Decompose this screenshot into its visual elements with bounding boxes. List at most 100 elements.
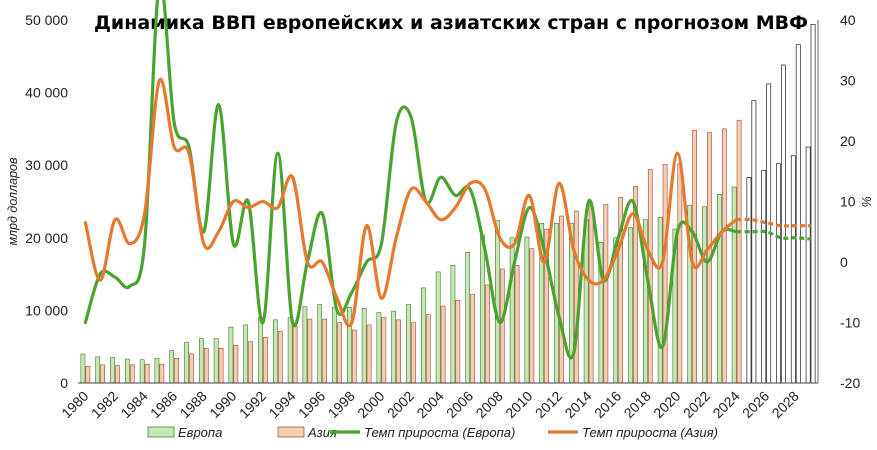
bar-europe [154, 358, 160, 384]
bar-europe [776, 163, 781, 384]
growth-line-asia [83, 77, 739, 327]
bar-europe [628, 227, 633, 384]
bar-europe [302, 306, 308, 384]
y-tick-left: 10 000 [25, 302, 68, 318]
bar-asia [100, 364, 105, 384]
bar-europe [761, 169, 767, 384]
bar-asia [115, 365, 120, 384]
growth-line-europe [83, 0, 739, 360]
line-series [83, 0, 811, 360]
bar-series [80, 24, 816, 384]
legend-swatch [277, 426, 305, 438]
legend-label: Темп прироста (Азия) [582, 425, 718, 440]
x-tick-label: 2006 [443, 388, 476, 421]
bar-europe [287, 317, 293, 384]
x-tick-label: 2018 [621, 388, 654, 421]
y-tick-right: 30 [840, 73, 856, 89]
y-tick-left: 50 000 [25, 12, 68, 28]
legend-label: Темп прироста (Европа) [364, 425, 515, 440]
bar-asia [781, 64, 786, 384]
bar-europe [361, 307, 367, 384]
bar-asia [810, 24, 816, 384]
bar-asia [277, 331, 283, 384]
bar-asia [721, 128, 727, 384]
x-tick-label: 1998 [325, 388, 358, 421]
bar-europe [731, 186, 737, 384]
x-tick-label: 2028 [769, 388, 802, 421]
bar-asia [440, 305, 446, 384]
bar-europe [243, 324, 249, 384]
bar-asia [129, 364, 135, 384]
bar-asia [485, 284, 490, 384]
bar-europe [465, 252, 471, 384]
x-tick-label: 1980 [58, 388, 91, 421]
bar-asia [677, 163, 683, 384]
bar-asia [425, 314, 431, 384]
chart-title: Динамика ВВП европейских и азиатских стр… [94, 12, 808, 34]
bar-europe [199, 338, 204, 384]
bar-asia [470, 294, 475, 384]
bar-asia [573, 210, 579, 384]
bar-europe [139, 359, 145, 384]
y-tick-right: 0 [840, 254, 848, 270]
bar-asia [736, 119, 742, 384]
y-axis-label-right: % [859, 196, 873, 207]
bar-europe [80, 353, 86, 384]
y-tick-left: 0 [60, 375, 68, 391]
bar-asia [514, 265, 520, 384]
x-tick-label: 2016 [591, 388, 624, 421]
bar-asia [292, 326, 298, 384]
bar-asia [411, 322, 416, 384]
x-tick-label: 2024 [709, 388, 742, 421]
legend-label: Европа [178, 425, 222, 440]
bar-europe [450, 265, 456, 384]
bar-europe [332, 307, 337, 384]
bar-asia [263, 337, 268, 384]
bar-asia [337, 322, 342, 384]
x-tick-label: 1988 [177, 388, 210, 421]
bar-europe [169, 350, 175, 384]
bar-asia [174, 358, 179, 384]
bar-asia [455, 299, 461, 384]
bar-europe [421, 287, 426, 384]
y-tick-right: -10 [840, 315, 860, 331]
bar-asia [203, 347, 209, 384]
bar-asia [351, 329, 357, 384]
x-tick-label: 2026 [739, 388, 772, 421]
bar-europe [406, 304, 411, 384]
bar-asia [159, 363, 165, 384]
x-tick-label: 2000 [354, 388, 387, 421]
bar-europe [495, 220, 500, 384]
bar-europe [110, 357, 115, 384]
x-tick-label: 2020 [650, 388, 683, 421]
bar-europe [184, 342, 189, 384]
bar-asia [189, 353, 194, 384]
x-tick-label: 2010 [502, 388, 535, 421]
bar-asia [647, 169, 653, 384]
legend-label: Азия [307, 425, 337, 440]
y-tick-left: 30 000 [25, 157, 68, 173]
bar-asia [603, 204, 609, 384]
bar-asia [218, 347, 224, 384]
bar-europe [746, 177, 752, 384]
y-axis-label-left: млрд долларов [6, 157, 20, 245]
bar-europe [657, 217, 663, 384]
bar-europe [273, 319, 278, 384]
bar-asia [233, 345, 239, 384]
bar-europe [376, 312, 382, 384]
bar-asia [751, 100, 757, 384]
x-tick-label: 1986 [147, 388, 180, 421]
bar-asia [366, 324, 372, 384]
bar-europe [391, 310, 397, 384]
bar-europe [702, 206, 707, 384]
bar-asia [529, 248, 535, 384]
bar-europe [228, 326, 234, 384]
y-tick-right: -20 [840, 375, 860, 391]
bar-europe [717, 193, 722, 384]
x-tick-label: 2022 [680, 388, 713, 421]
bar-asia [85, 366, 91, 384]
bar-europe [805, 146, 811, 384]
x-tick-label: 2008 [473, 388, 506, 421]
